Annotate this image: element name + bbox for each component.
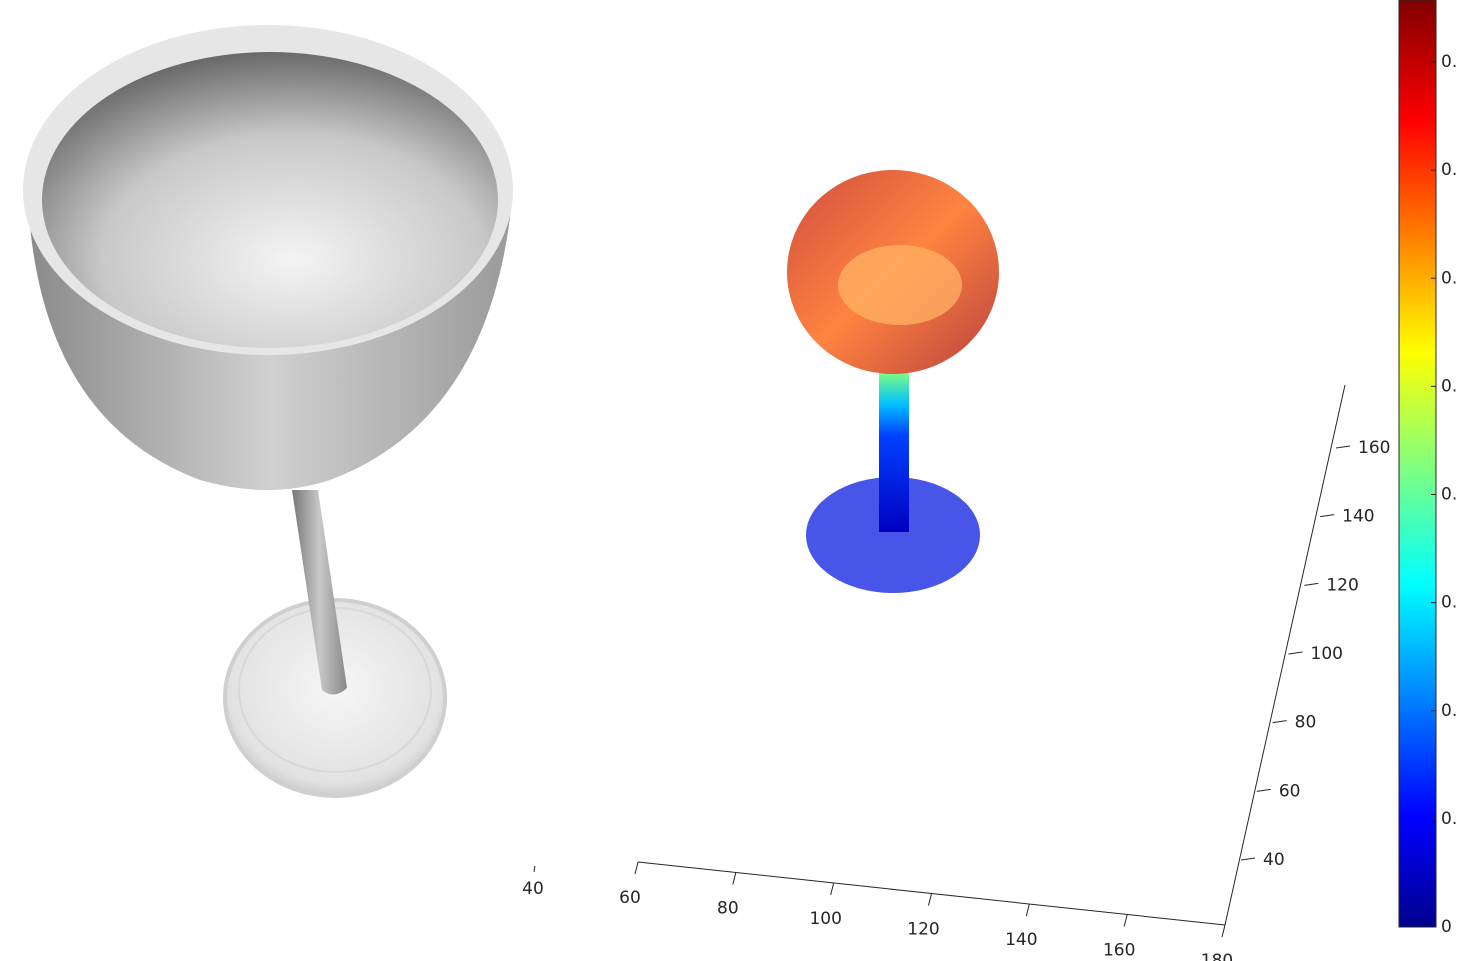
- z-tick-label: 120: [1326, 575, 1358, 595]
- colorbar-label: 0.: [1441, 485, 1457, 505]
- z-tick-label: 40: [1263, 850, 1285, 870]
- colorbar-label: 0.: [1441, 268, 1457, 288]
- z-tick-label: 100: [1311, 644, 1343, 664]
- glass-mesh: [23, 25, 513, 796]
- x-tick: [1026, 904, 1029, 916]
- x-tick-label: 60: [619, 888, 641, 908]
- figure: 60 80 100 120 140 160 180 x 40 40 60 80 100 120 140 160…: [0, 0, 1457, 961]
- x-tick-label: 100: [809, 909, 841, 929]
- z-tick: [1336, 446, 1350, 448]
- z-tick-label: 140: [1342, 507, 1374, 527]
- z-tick-label: 60: [1279, 781, 1301, 801]
- x-tick: [1222, 925, 1225, 937]
- x-tick-label: 180: [1201, 951, 1233, 961]
- x-axis-label: x: [945, 956, 955, 961]
- z-tick-label: 80: [1295, 713, 1317, 733]
- z-tick: [1304, 583, 1318, 585]
- colorbar-label: 0.: [1441, 52, 1457, 72]
- z-tick: [1289, 652, 1303, 654]
- colorbar: [1399, 0, 1436, 927]
- y-tick: [534, 866, 535, 872]
- colorbar-label: 0.: [1441, 593, 1457, 613]
- page: 60 80 100 120 140 160 180 x 40 40 60 80 100 120 140 160…: [0, 0, 1457, 961]
- x-tick: [1124, 915, 1127, 927]
- z-tick-label: 160: [1358, 438, 1390, 458]
- x-tick-label: 140: [1005, 930, 1037, 950]
- y-tick-label: 40: [522, 879, 544, 899]
- colorbar-label: 0.: [1441, 701, 1457, 721]
- x-tick: [831, 883, 834, 895]
- x-tick-label: 80: [717, 899, 739, 919]
- colorbar-label: 0: [1441, 917, 1452, 937]
- x-tick-label: 160: [1103, 941, 1135, 961]
- x-tick: [733, 873, 736, 885]
- colorbar-label: 0.: [1441, 376, 1457, 396]
- x-tick: [929, 894, 932, 906]
- x-tick: [635, 862, 638, 874]
- colorbar-label: 0.: [1441, 160, 1457, 180]
- z-tick: [1320, 515, 1334, 517]
- point-cloud: [787, 170, 999, 593]
- colorbar-label: 0.: [1441, 809, 1457, 829]
- z-tick: [1241, 858, 1255, 860]
- z-tick: [1273, 721, 1287, 723]
- z-tick: [1257, 789, 1271, 791]
- x-tick-label: 120: [907, 920, 939, 940]
